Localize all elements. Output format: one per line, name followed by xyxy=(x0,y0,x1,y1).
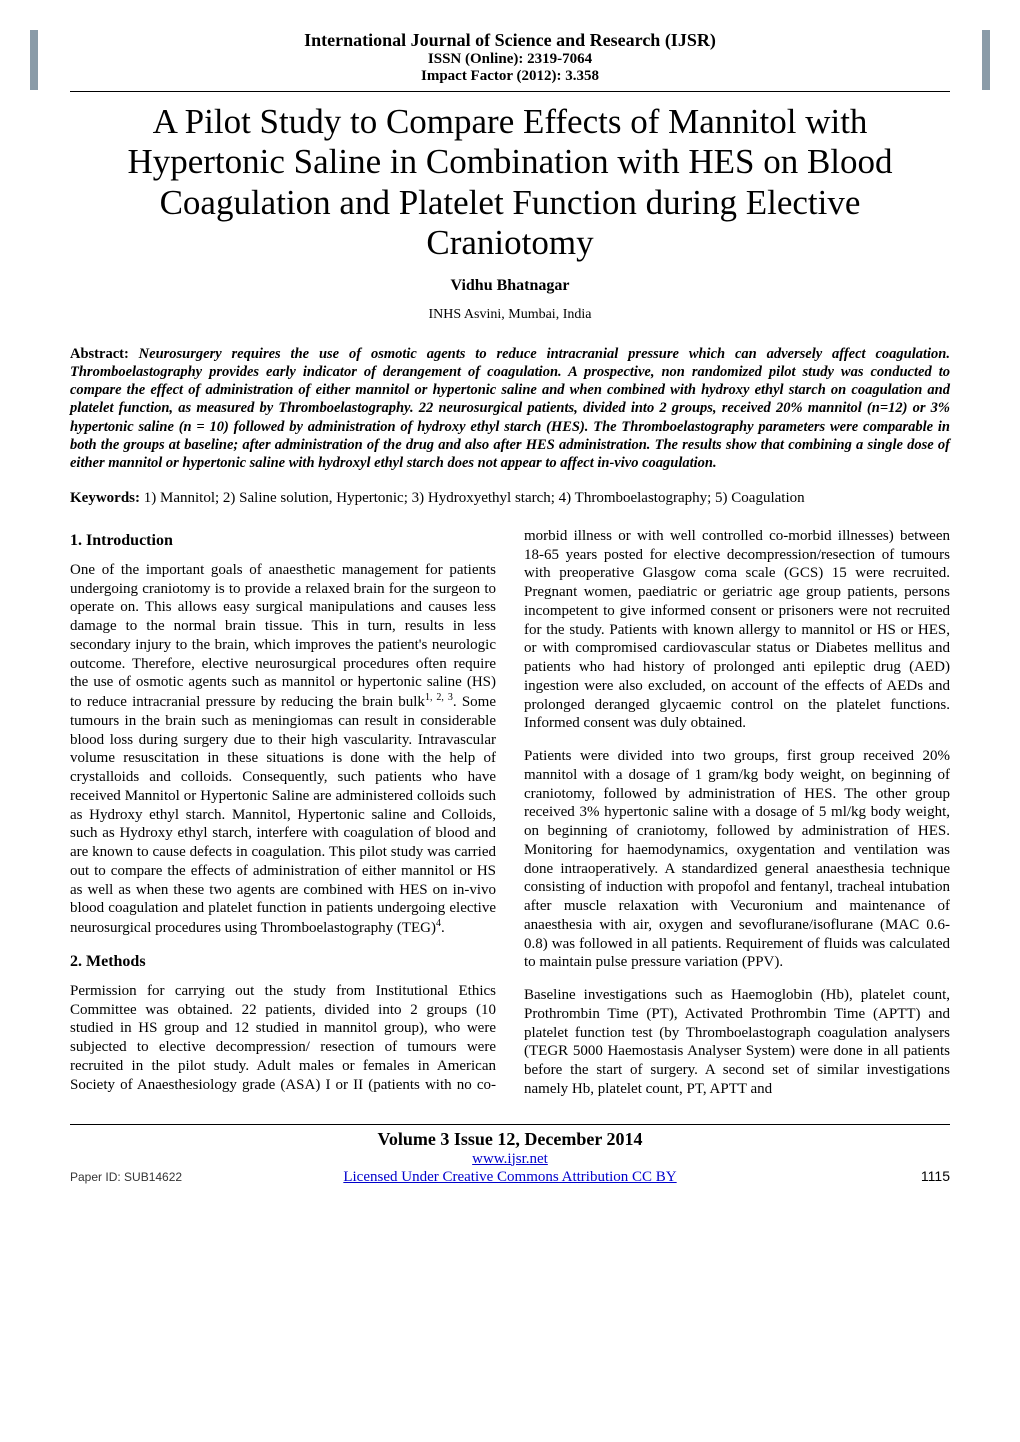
journal-url-link[interactable]: www.ijsr.net xyxy=(472,1151,548,1167)
keywords-text: 1) Mannitol; 2) Saline solution, Hyperto… xyxy=(144,490,805,506)
abstract: Abstract: Neurosurgery requires the use … xyxy=(70,345,950,472)
citation-ref: 1, 2, 3 xyxy=(425,692,453,703)
journal-header: International Journal of Science and Res… xyxy=(70,30,950,85)
decor-bar-right xyxy=(982,30,990,90)
abstract-body: Neurosurgery requires the use of osmotic… xyxy=(70,346,950,471)
header-rule xyxy=(70,91,950,92)
paper-title: A Pilot Study to Compare Effects of Mann… xyxy=(110,102,910,263)
keywords: Keywords: 1) Mannitol; 2) Saline solutio… xyxy=(70,490,950,507)
decor-bar-left xyxy=(30,30,38,90)
license-link[interactable]: Licensed Under Creative Commons Attribut… xyxy=(343,1169,676,1185)
authors: Vidhu Bhatnagar xyxy=(70,277,950,295)
paper-id: Paper ID: SUB14622 xyxy=(70,1170,182,1184)
body-columns: 1. Introduction One of the important goa… xyxy=(70,527,950,1104)
impact-factor-line: Impact Factor (2012): 3.358 xyxy=(70,68,950,85)
intro-text-c: . xyxy=(441,920,445,936)
intro-text-b: . Some tumours in the brain such as meni… xyxy=(70,694,496,936)
volume-line: Volume 3 Issue 12, December 2014 xyxy=(70,1129,950,1150)
intro-paragraph: One of the important goals of anaestheti… xyxy=(70,561,496,938)
journal-title: International Journal of Science and Res… xyxy=(70,30,950,51)
methods-paragraph-3: Baseline investigations such as Haemoglo… xyxy=(524,986,950,1099)
keywords-label: Keywords: xyxy=(70,490,144,506)
section-heading-methods: 2. Methods xyxy=(70,952,496,972)
issn-line: ISSN (Online): 2319-7064 xyxy=(70,51,950,68)
methods-paragraph-2: Patients were divided into two groups, f… xyxy=(524,747,950,972)
affiliation: INHS Asvini, Mumbai, India xyxy=(70,307,950,323)
page-footer: Volume 3 Issue 12, December 2014 www.ijs… xyxy=(70,1124,950,1186)
abstract-label: Abstract: xyxy=(70,346,139,362)
footer-rule xyxy=(70,1124,950,1125)
page-number: 1115 xyxy=(921,1168,950,1184)
intro-text-a: One of the important goals of anaestheti… xyxy=(70,562,496,710)
page: International Journal of Science and Res… xyxy=(0,0,1020,1206)
section-heading-introduction: 1. Introduction xyxy=(70,531,496,551)
